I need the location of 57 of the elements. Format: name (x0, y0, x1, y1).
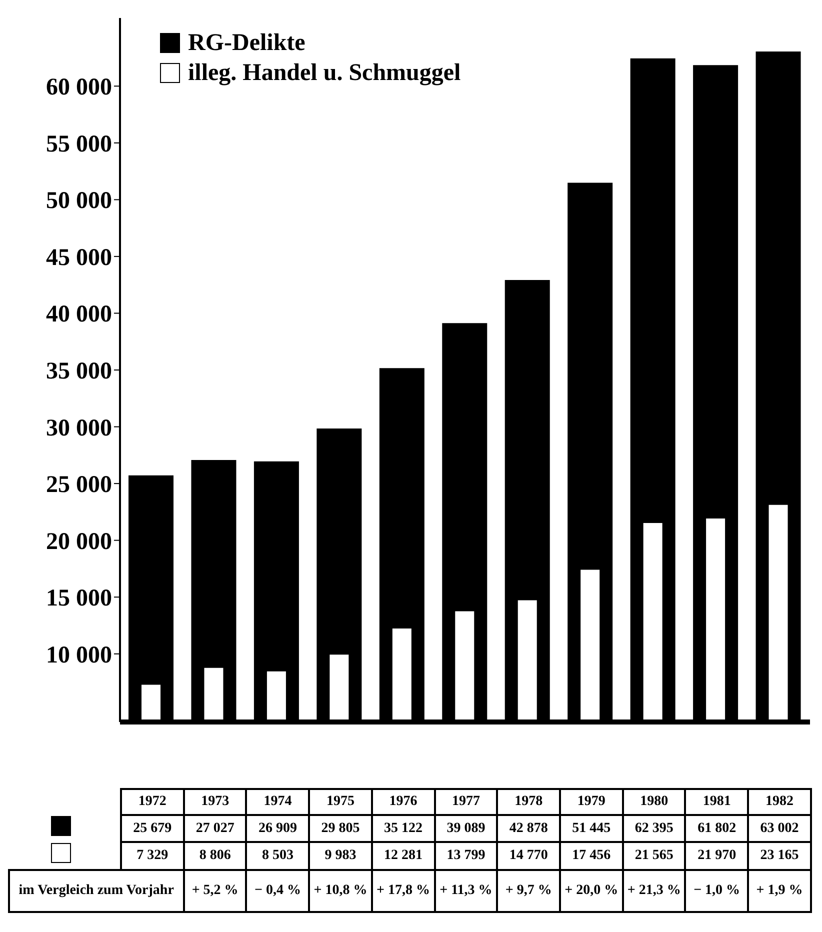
data-label: 8 806 (184, 842, 246, 870)
y-tick-label: 35 000 (46, 358, 112, 385)
data-label: 25 679 (121, 815, 184, 842)
data-label: 23 165 (748, 842, 811, 870)
text: + 21,3 % (622, 870, 686, 912)
legend-label: illeg. Handel u. Schmuggel (188, 59, 461, 88)
y-tick-label: 55 000 (46, 131, 112, 158)
data-label: 17 456 (560, 842, 623, 870)
y-tick-label: 10 000 (46, 642, 112, 668)
text: + 1,9 % (748, 870, 811, 912)
y-tick-label: 30 000 (46, 415, 112, 442)
data-label: 61 802 (685, 815, 748, 842)
data-label: 7 329 (121, 842, 184, 870)
data-label: 62 395 (622, 815, 686, 842)
text: + 5,2 % (184, 870, 246, 912)
text: + 10,8 % (309, 870, 372, 912)
data-label: 14 770 (497, 842, 560, 870)
data-label: 27 027 (184, 815, 246, 842)
y-tick-label: 15 000 (46, 586, 112, 612)
x-tick-label: 1973 (184, 789, 246, 815)
x-tick-label: 1974 (246, 789, 310, 815)
x-tick-label: 1982 (748, 789, 811, 815)
text: − 1,0 % (685, 870, 748, 912)
text: im Vergleich zum Vorjahr (9, 870, 184, 912)
data-label: 21 565 (622, 842, 686, 870)
x-tick-label: 1980 (622, 789, 686, 815)
x-tick-label: 1978 (497, 789, 560, 815)
y-tick-label: 25 000 (46, 472, 112, 498)
text: + 9,7 % (497, 870, 560, 912)
y-tick-label: 50 000 (46, 188, 112, 214)
x-tick-label: 1972 (121, 789, 184, 815)
x-tick-label: 1977 (434, 789, 498, 815)
x-tick-label: 1975 (309, 789, 372, 815)
text: + 20,0 % (560, 870, 623, 912)
x-tick-label: 1981 (685, 789, 748, 815)
text: + 17,8 % (372, 870, 435, 912)
data-label: 39 089 (434, 815, 498, 842)
data-label: 63 002 (748, 815, 811, 842)
x-tick-label: 1976 (372, 789, 435, 815)
data-label: 12 281 (372, 842, 435, 870)
text: + 11,3 % (434, 870, 498, 912)
data-label: 42 878 (497, 815, 560, 842)
data-label: 9 983 (309, 842, 372, 870)
data-label: 29 805 (309, 815, 372, 842)
y-tick-label: 45 000 (46, 244, 112, 271)
data-label: 26 909 (246, 815, 310, 842)
y-tick-label: 40 000 (46, 302, 112, 328)
y-tick-label: 60 000 (46, 74, 112, 101)
data-label: 21 970 (685, 842, 748, 870)
x-tick-label: 1979 (560, 789, 623, 815)
data-label: 35 122 (372, 815, 435, 842)
data-label: 8 503 (246, 842, 310, 870)
data-label: 13 799 (434, 842, 498, 870)
legend-label: RG-Delikte (188, 29, 306, 58)
y-tick-label: 20 000 (46, 528, 112, 555)
text: − 0,4 % (246, 870, 310, 912)
data-label: 51 445 (560, 815, 623, 842)
